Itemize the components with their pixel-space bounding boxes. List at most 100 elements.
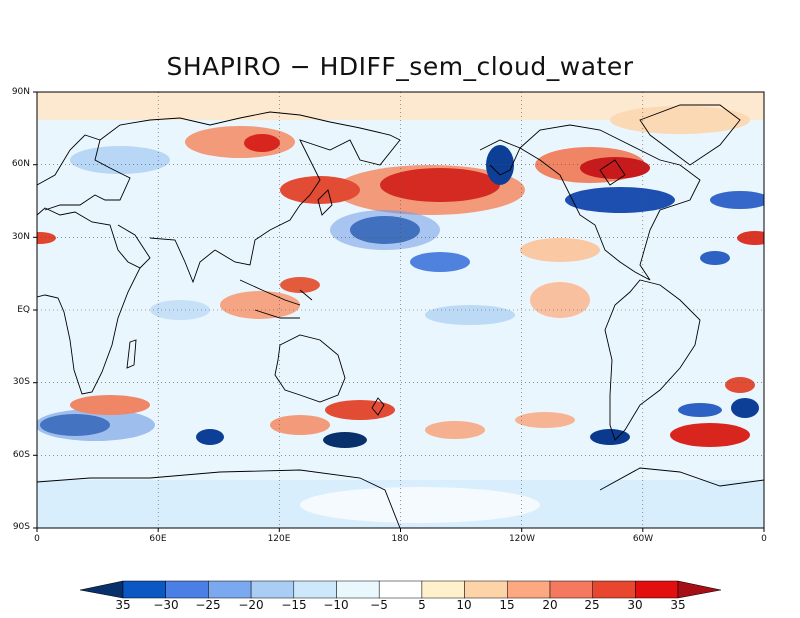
colorbar — [79, 580, 722, 599]
colorbar-bin — [507, 580, 551, 599]
lat-label-eq: EQ — [17, 305, 30, 315]
colorbar-label: 25 — [584, 598, 600, 612]
lon-label-0: 0 — [34, 534, 40, 544]
anomaly-nz-red — [325, 400, 395, 420]
axis-ticks — [33, 91, 765, 532]
anomaly-field — [37, 92, 764, 528]
coast-maritime — [239, 279, 313, 319]
coast-australia — [274, 334, 346, 403]
lat-label-90n: 90N — [11, 87, 30, 97]
colorbar-bin — [208, 580, 252, 599]
lon-label-60e: 60E — [149, 534, 167, 544]
coast-hudson — [599, 159, 626, 186]
lat-label-30s: 30S — [12, 377, 30, 387]
colorbar-label: −15 — [281, 598, 307, 612]
anomaly-southatlantic-blue — [37, 409, 155, 441]
colorbar-bin — [421, 580, 465, 599]
anomaly-mexico-pale — [520, 238, 600, 262]
colorbar-bin — [336, 580, 380, 599]
colorbar-bin — [592, 580, 636, 599]
lat-label-60n: 60N — [11, 159, 30, 169]
anomaly-npac-core — [380, 168, 500, 202]
anomaly-greenland-pale — [610, 106, 750, 134]
colorbar-label: −10 — [323, 598, 349, 612]
colorbar-label: −30 — [153, 598, 179, 612]
anomaly-indonesia-red — [220, 291, 300, 319]
anomaly-chile-pale-red — [515, 412, 575, 428]
coast-greenland — [639, 104, 741, 166]
anomaly-atlantic-red — [737, 231, 764, 245]
anomaly-kamchatka-red — [280, 176, 360, 204]
colorbar-label: 35 — [115, 598, 131, 612]
anomaly-southatl-red2 — [725, 377, 755, 393]
lon-label-60w: 60W — [632, 534, 654, 544]
lat-label-60s: 60S — [12, 450, 30, 460]
anomaly-pacific-pale-blue — [425, 305, 515, 325]
anomaly-hawaii-blue — [410, 252, 470, 272]
coast-antarctica — [37, 467, 764, 528]
anomaly-southindian-blue — [196, 429, 224, 445]
colorbar-bin — [378, 580, 423, 599]
lon-label-120e: 120E — [267, 534, 291, 544]
colorbar-bin — [293, 580, 337, 599]
colorbar-bin — [464, 580, 508, 599]
colorbar-bin — [250, 580, 295, 599]
anomaly-southatl-red — [670, 423, 750, 447]
anomaly-australia-red — [270, 415, 330, 435]
anomaly-alaska-blue — [486, 145, 514, 185]
coast-japan — [317, 189, 333, 216]
anomaly-indian-pale-blue — [150, 300, 210, 320]
coast-africa — [37, 207, 141, 395]
colorbar-label: 15 — [499, 598, 515, 612]
anomaly-drake-blue — [590, 429, 630, 445]
anomaly-caribbean-blue — [700, 251, 730, 265]
colorbar-label: −25 — [195, 598, 221, 612]
colorbar-label: 30 — [627, 598, 643, 612]
anomaly-southatl-blue2 — [678, 403, 722, 417]
lat-label-90s: 90S — [12, 522, 30, 532]
colorbar-bin — [122, 580, 166, 599]
colorbar-label: −20 — [238, 598, 264, 612]
colorbar-right-arrow — [677, 580, 722, 599]
coast-south-america — [604, 279, 701, 441]
lon-label-180: 180 — [391, 534, 409, 544]
anomaly-siberia-core — [244, 134, 280, 152]
colorbar-label: 20 — [542, 598, 558, 612]
lat-label-30n: 30N — [11, 232, 30, 242]
plot-title: SHAPIRO − HDIFF_sem_cloud_water — [166, 52, 634, 81]
antarctic-white — [300, 487, 540, 523]
lon-label-120w: 120W — [508, 534, 536, 544]
colorbar-left-arrow — [79, 580, 124, 599]
anomaly-canada-core — [580, 157, 650, 179]
coast-north-america — [519, 124, 701, 281]
colorbar-bin — [549, 580, 593, 599]
coast-north-asia — [99, 111, 401, 141]
anomaly-tasman-blue — [323, 432, 367, 448]
coast-alaska — [479, 139, 521, 176]
anomaly-atlantic-blue — [710, 191, 764, 209]
coast-asia-east — [214, 139, 401, 266]
colorbar-label: 5 — [418, 598, 426, 612]
colorbar-label: −5 — [370, 598, 388, 612]
colorbar-bin — [165, 580, 209, 599]
coastlines — [37, 104, 764, 528]
coast-europe — [37, 134, 131, 211]
colorbar-label: 35 — [670, 598, 686, 612]
anomaly-southpac-red — [425, 421, 485, 439]
lon-label-0-end: 0 — [761, 534, 767, 544]
coast-new-zealand — [371, 397, 385, 416]
anomaly-npac-blue — [330, 210, 440, 250]
coast-arabia-india — [117, 224, 216, 284]
anomaly-eastpac-pale-red — [530, 282, 590, 318]
anomaly-usa-blue — [565, 187, 675, 213]
coast-madagascar — [126, 339, 137, 369]
colorbar-label: 10 — [456, 598, 472, 612]
anomaly-philippines-red — [280, 277, 320, 293]
anomaly-westafrica-red — [37, 232, 56, 244]
colorbar-bin — [635, 580, 679, 599]
gridlines — [37, 92, 764, 528]
anomaly-europe-blue — [70, 146, 170, 174]
anomaly-southafrica-red — [70, 395, 150, 415]
anomaly-southatl-blue — [731, 398, 759, 418]
